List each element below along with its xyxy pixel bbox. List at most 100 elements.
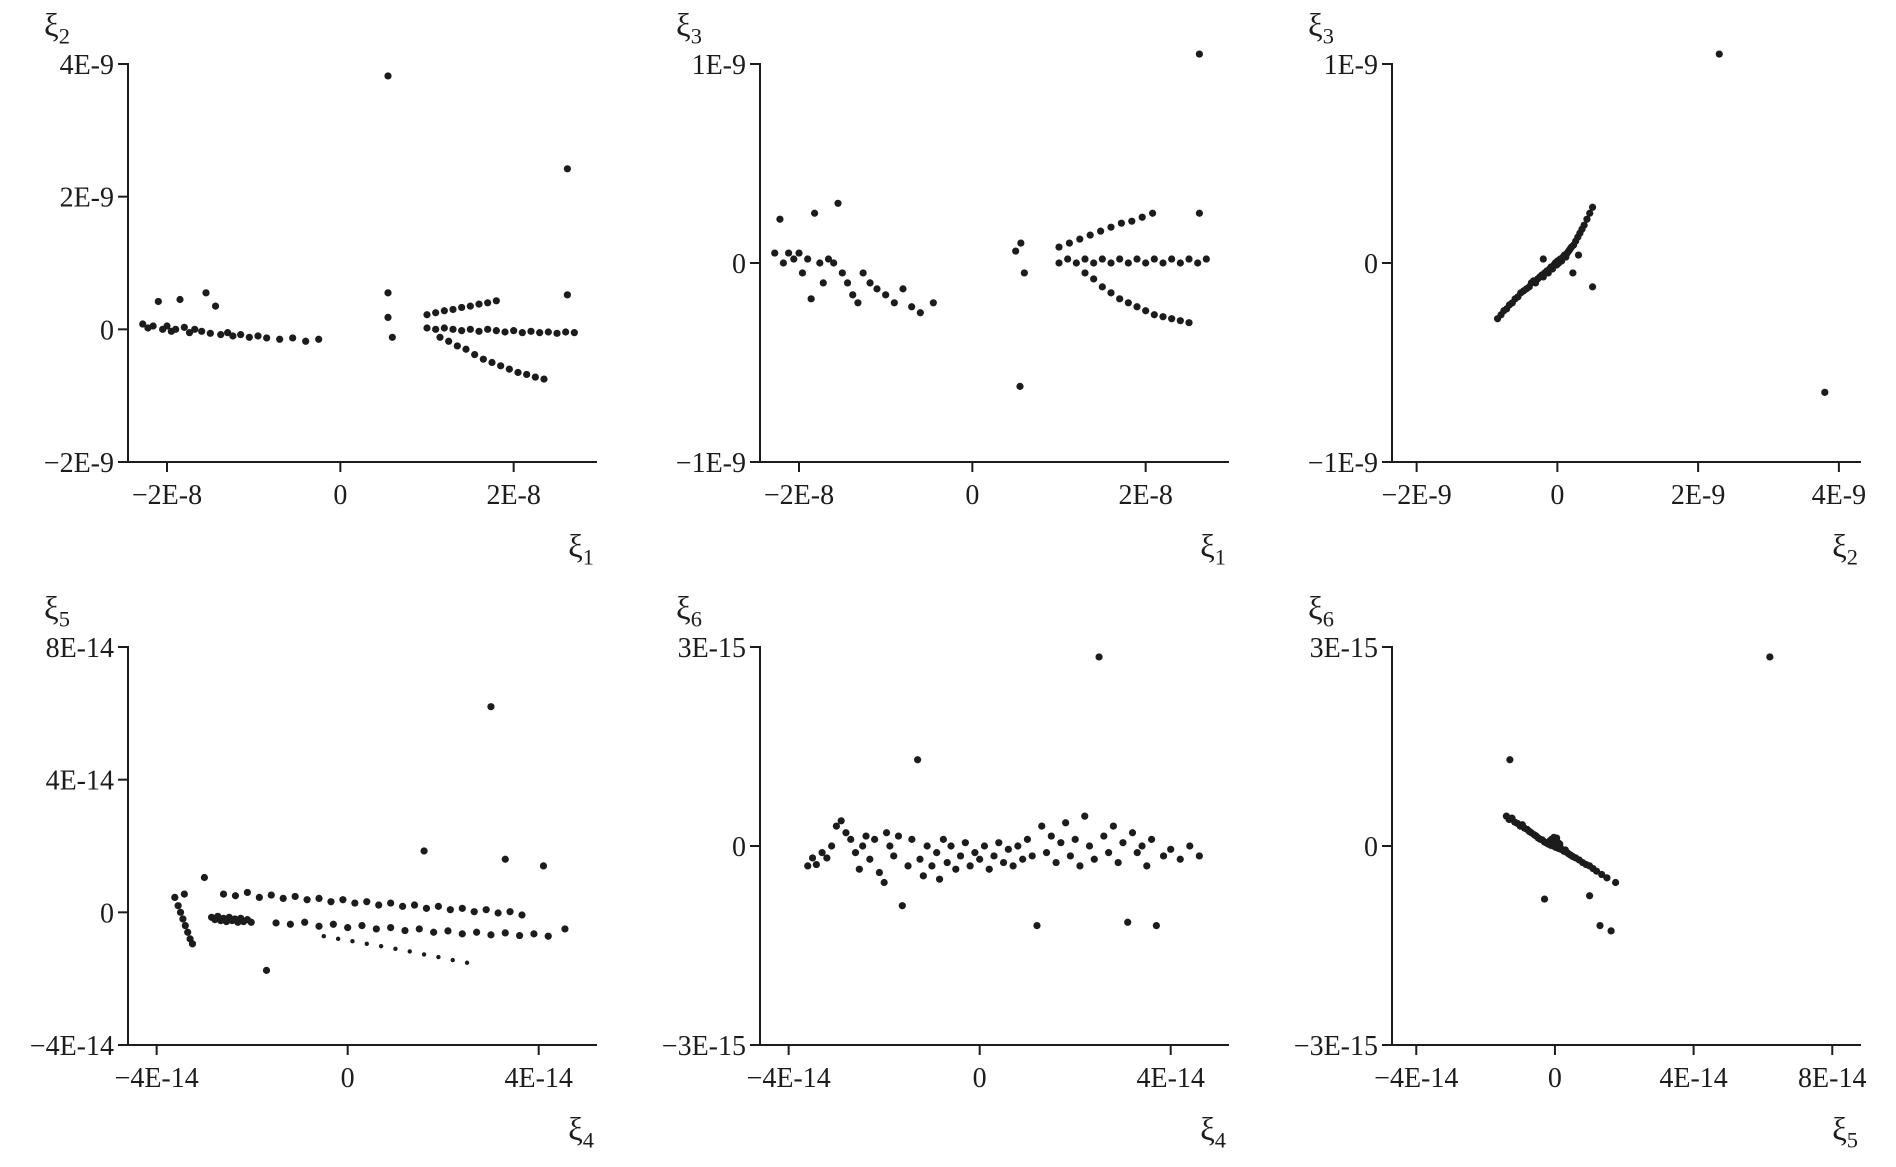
data-point (798, 269, 807, 277)
x-tick-label: 0 (341, 1063, 355, 1094)
data-point (1592, 867, 1601, 875)
data-point (387, 899, 395, 907)
data-point (518, 329, 526, 337)
data-point (432, 325, 440, 333)
data-point (180, 890, 188, 898)
data-point (866, 279, 874, 287)
axis-variable-subscript: 5 (58, 606, 70, 632)
data-point (1168, 255, 1176, 263)
data-point (329, 920, 337, 928)
data-point (388, 333, 396, 341)
data-point (154, 297, 162, 306)
y-tick-label: 1E-9 (1324, 50, 1378, 81)
data-point (1586, 209, 1594, 217)
axis-variable: ξ (568, 1112, 583, 1149)
data-point (1028, 852, 1036, 860)
data-point (1569, 269, 1577, 277)
data-point (488, 358, 496, 367)
data-point (350, 938, 355, 944)
y-axis-label-xi3: ξ3 (1308, 6, 1334, 57)
data-point (807, 295, 815, 303)
data-point (536, 329, 544, 337)
data-point (866, 855, 874, 863)
y-tick-label: −2E-9 (44, 448, 114, 479)
data-point (1052, 858, 1060, 867)
data-point (449, 305, 457, 314)
data-point (873, 285, 881, 293)
data-point (444, 927, 452, 935)
data-point (492, 327, 500, 335)
plot-xi6-vs-xi4: ξ6 −4E-14 0 4E-14 −3E-15 0 3E-15 ξ4 (642, 589, 1254, 1161)
x-tick-label: −2E-8 (764, 480, 834, 511)
data-point (1047, 832, 1055, 840)
data-point (422, 904, 431, 912)
data-point (1065, 239, 1073, 247)
data-point (171, 893, 179, 902)
data-point (1128, 829, 1137, 837)
plot-xi3-vs-xi2: ξ3 −2E-9 0 2E-9 4E-9 −1E-9 0 1E-9 ξ2 (1274, 6, 1886, 578)
data-point (1081, 269, 1089, 277)
data-point (828, 842, 836, 850)
axis-variable-subscript: 4 (582, 1128, 594, 1153)
data-point (1583, 215, 1591, 223)
data-point (1098, 255, 1106, 263)
data-point (933, 849, 941, 857)
data-point (245, 333, 253, 341)
data-point (890, 299, 898, 307)
data-point (501, 929, 509, 937)
data-point (458, 327, 466, 335)
y-tick-label: 0 (100, 315, 114, 346)
axis-variable-subscript: 4 (1214, 1128, 1226, 1153)
x-axis-label-xi4: ξ4 (1200, 1110, 1226, 1161)
data-point (1085, 842, 1094, 850)
data-point (790, 255, 798, 263)
data-point (475, 327, 483, 335)
y-tick-label: 0 (1364, 249, 1378, 280)
data-point (1195, 852, 1203, 860)
data-point (458, 303, 466, 312)
data-point (890, 852, 898, 860)
data-point (779, 259, 787, 267)
data-point (539, 862, 548, 870)
y-tick-label: −1E-9 (676, 448, 746, 479)
y-tick-label: 3E-15 (678, 633, 746, 664)
data-point (570, 329, 578, 337)
data-point (315, 335, 323, 343)
data-point (1124, 259, 1132, 267)
x-tick-label: 2E-8 (486, 480, 540, 511)
data-point (908, 835, 916, 843)
data-point (804, 862, 812, 870)
plot-xi5-vs-xi4: ξ5 −4E-14 0 4E-14 −4E-14 0 4E-14 8E-14 ξ4 (10, 589, 622, 1161)
data-point (487, 931, 495, 939)
data-point (1107, 259, 1115, 267)
data-point (364, 941, 369, 947)
subplot-cell-3: ξ3 −2E-9 0 2E-9 4E-9 −1E-9 0 1E-9 ξ2 (1264, 0, 1896, 583)
data-point (859, 269, 867, 277)
x-tick-label: 4E-14 (1136, 1063, 1204, 1094)
data-point (795, 249, 803, 257)
data-point (1023, 835, 1032, 843)
data-point (479, 355, 487, 363)
data-point (908, 303, 916, 311)
data-point (1072, 259, 1080, 267)
data-point (440, 324, 448, 332)
data-point (816, 259, 824, 267)
axis-variable: ξ (1308, 8, 1323, 44)
plot-xi6-vs-xi5: ξ6 −4E-14 0 4E-14 8E-14 −3E-15 0 3E-15 ξ5 (1274, 589, 1886, 1161)
data-point (393, 946, 398, 952)
data-point (956, 852, 965, 860)
data-point (276, 335, 284, 343)
data-point (453, 342, 461, 350)
data-point (1055, 259, 1063, 267)
axis-variable-subscript: 3 (1322, 23, 1334, 49)
data-point (1133, 849, 1141, 857)
data-point (804, 255, 812, 263)
data-point (1107, 289, 1115, 297)
data-point (149, 322, 157, 330)
data-point (898, 902, 906, 910)
data-point (384, 289, 392, 297)
data-point (886, 842, 894, 850)
data-point (1715, 50, 1723, 58)
data-point (1821, 388, 1829, 396)
